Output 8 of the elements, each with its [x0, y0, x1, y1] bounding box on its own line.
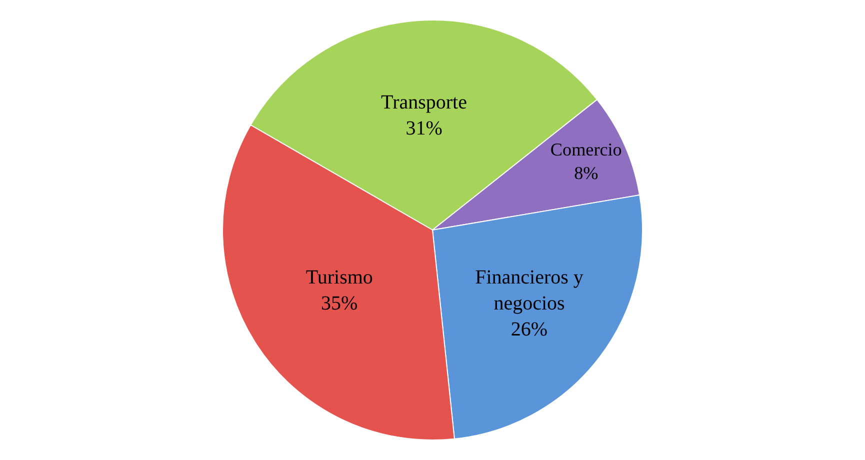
slice-label: Comercio — [550, 139, 622, 160]
data-label: 31% — [406, 117, 442, 140]
data-label: 8% — [574, 162, 598, 183]
slice-label: Transporte — [381, 91, 468, 114]
slice-label: Turismo — [306, 266, 373, 288]
slice-label: Financieros y negocios — [475, 266, 584, 314]
data-label: 26% — [510, 318, 548, 340]
data-label: 35% — [321, 292, 358, 314]
